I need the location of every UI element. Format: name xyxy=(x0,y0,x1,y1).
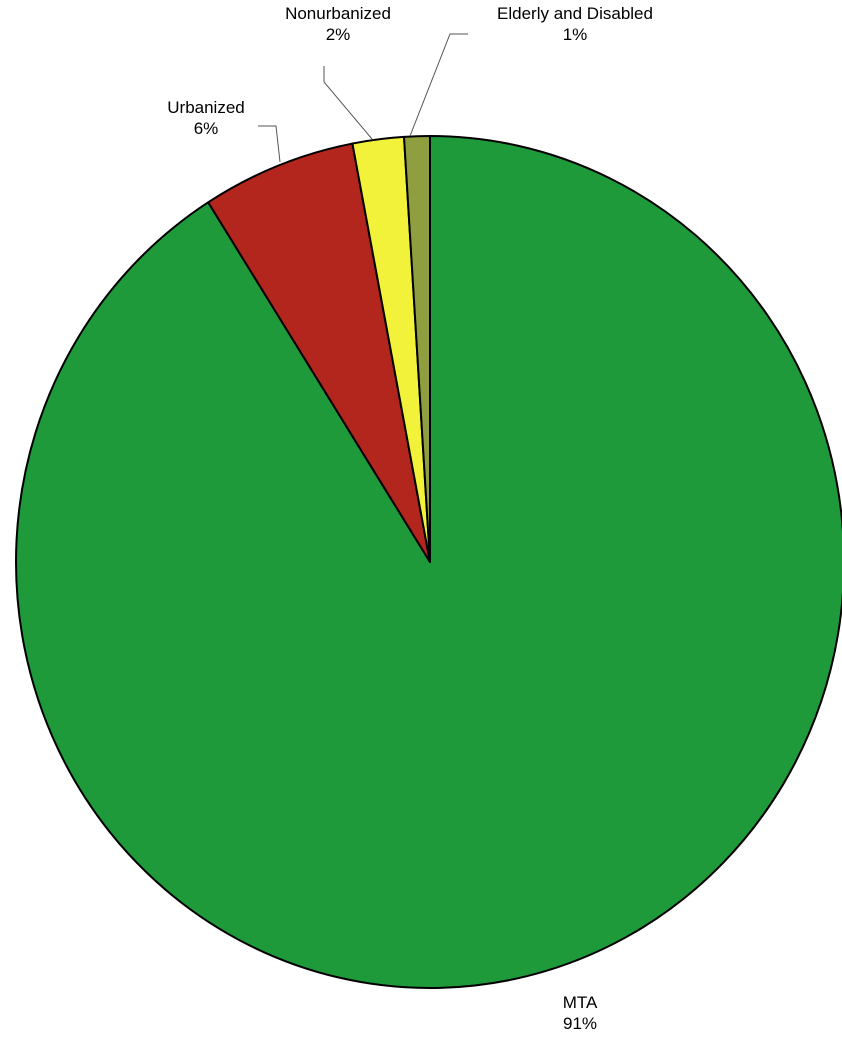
slice-label-urbanized: Urbanized xyxy=(167,98,245,117)
leader-line-elderly-and-disabled xyxy=(409,33,468,137)
slice-label-nonurbanized: Nonurbanized xyxy=(285,4,391,23)
leader-line-urbanized xyxy=(258,125,281,163)
slice-percent-nonurbanized: 2% xyxy=(326,25,351,44)
leader-line-nonurbanized xyxy=(323,66,373,140)
leader-lines xyxy=(258,33,468,163)
pie-slices xyxy=(15,134,842,989)
slice-label-elderly-and-disabled: Elderly and Disabled xyxy=(497,4,653,23)
slice-percent-mta: 91% xyxy=(563,1014,597,1033)
pie-slice-urbanized xyxy=(207,142,431,563)
pie-slice-elderly-and-disabled xyxy=(403,134,431,563)
slice-percent-elderly-and-disabled: 1% xyxy=(563,25,588,44)
slice-labels: MTA 91% Urbanized 6% Nonurbanized 2% Elderly a… xyxy=(167,4,653,1033)
slice-label-mta: MTA xyxy=(563,993,598,1012)
slice-percent-urbanized: 6% xyxy=(194,119,219,138)
